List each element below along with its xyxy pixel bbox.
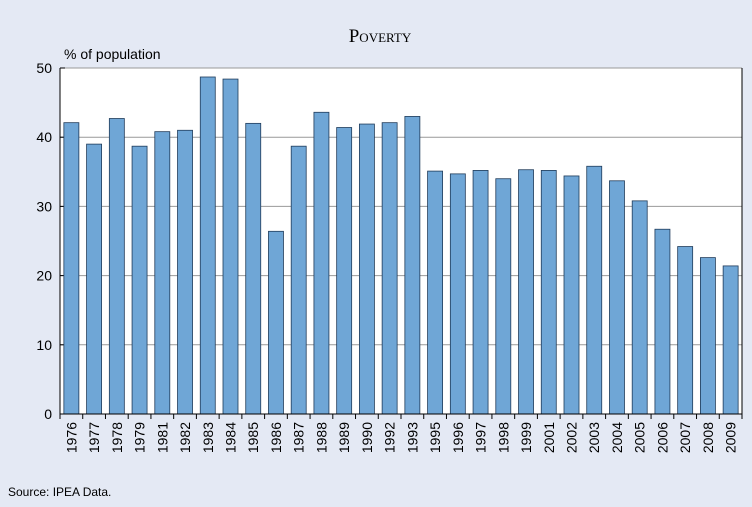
bar: [177, 129, 193, 415]
x-tick-label: 2009: [723, 422, 739, 453]
bar: [63, 122, 80, 415]
x-tick-label: 1984: [223, 422, 239, 453]
bar: [245, 122, 262, 415]
y-axis-label: % of population: [64, 46, 161, 62]
x-tick-label: 1985: [245, 422, 261, 453]
bar: [313, 111, 330, 415]
x-tick-label: 1986: [268, 422, 284, 453]
bar: [449, 173, 466, 415]
bar: [427, 170, 444, 415]
bar: [290, 145, 307, 415]
bar: [722, 265, 739, 415]
bar: [154, 131, 171, 415]
bar: [199, 76, 216, 415]
bar: [518, 169, 534, 415]
bar: [540, 170, 557, 415]
x-tick-label: 1981: [154, 422, 170, 453]
x-tick-label: 2005: [632, 422, 648, 453]
x-tick-label: 1979: [132, 422, 148, 453]
x-tick-label: 1992: [382, 422, 398, 453]
chart-title: Poverty: [349, 26, 412, 47]
bar: [472, 170, 489, 415]
x-tick-label: 2001: [541, 422, 557, 453]
bar: [609, 180, 625, 415]
y-tick-label: 40: [36, 129, 52, 145]
x-tick-label: 1983: [200, 422, 216, 453]
x-tick-label: 1982: [177, 422, 193, 453]
x-tick-label: 1996: [450, 422, 466, 453]
x-tick-label: 2006: [654, 422, 670, 453]
bar: [563, 175, 580, 415]
y-tick-label: 50: [36, 60, 52, 76]
x-tick-label: 1995: [427, 422, 443, 453]
x-tick-label: 1999: [518, 422, 534, 453]
bar: [404, 116, 421, 415]
x-tick-label: 1988: [313, 422, 329, 453]
y-tick-label: 0: [44, 406, 52, 422]
x-tick-label: 1990: [359, 422, 375, 453]
bar: [336, 127, 353, 415]
bar: [495, 178, 512, 415]
x-tick-label: 2003: [586, 422, 602, 453]
y-tick-label: 10: [36, 337, 52, 353]
plot-area: [60, 68, 742, 414]
x-tick-label: 2002: [564, 422, 580, 453]
x-tick-label: 1977: [86, 422, 102, 453]
x-tick-label: 1997: [473, 422, 489, 453]
x-tick-label: 2007: [677, 422, 693, 453]
x-tick-label: 2008: [700, 422, 716, 453]
source: Source: IPEA Data.: [8, 485, 111, 499]
bar: [654, 228, 671, 415]
x-tick-label: 2004: [609, 422, 625, 453]
x-tick-label: 1987: [291, 422, 307, 453]
x-tick-label: 1978: [109, 422, 125, 453]
bar: [631, 200, 648, 415]
bar: [108, 118, 125, 415]
bar: [86, 143, 103, 415]
bar: [131, 145, 148, 415]
x-tick-label: 1976: [63, 422, 79, 453]
x-tick-label: 1989: [336, 422, 352, 453]
bar: [222, 78, 239, 415]
y-tick-label: 30: [36, 198, 52, 214]
bar: [586, 165, 603, 415]
x-tick-label: 1998: [495, 422, 511, 453]
bar: [381, 122, 398, 415]
bar: [268, 230, 284, 415]
y-tick-label: 20: [36, 268, 52, 284]
bar: [358, 123, 375, 415]
bar: [699, 257, 716, 415]
x-tick-label: 1993: [404, 422, 420, 453]
bar: [677, 246, 694, 415]
